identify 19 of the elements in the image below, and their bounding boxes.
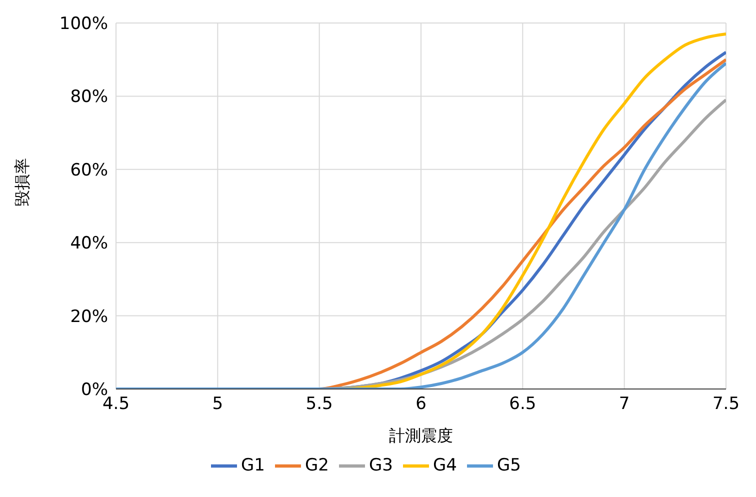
- legend-label: G1: [241, 456, 265, 476]
- x-tick-label: 7.5: [712, 394, 740, 414]
- y-tick-label: 100%: [59, 14, 108, 34]
- y-axis-title: 毀損率: [12, 158, 32, 206]
- x-tick-label: 6.5: [509, 394, 536, 414]
- legend-label: G2: [305, 456, 329, 476]
- y-tick-label: 80%: [70, 87, 108, 108]
- legend-label: G3: [369, 456, 393, 476]
- x-tick-label: 5.5: [306, 394, 333, 414]
- legend-label: G5: [497, 456, 521, 476]
- x-tick-label: 5: [212, 394, 224, 414]
- x-tick-label: 6: [416, 394, 426, 414]
- x-tick-label: 4.5: [102, 394, 130, 414]
- x-tick-label: 7: [618, 394, 630, 414]
- y-tick-label: 20%: [70, 306, 108, 327]
- y-tick-label: 60%: [70, 160, 108, 180]
- y-tick-label: 40%: [70, 234, 108, 254]
- legend-label: G4: [433, 456, 457, 476]
- x-axis-title: 計測震度: [389, 426, 453, 445]
